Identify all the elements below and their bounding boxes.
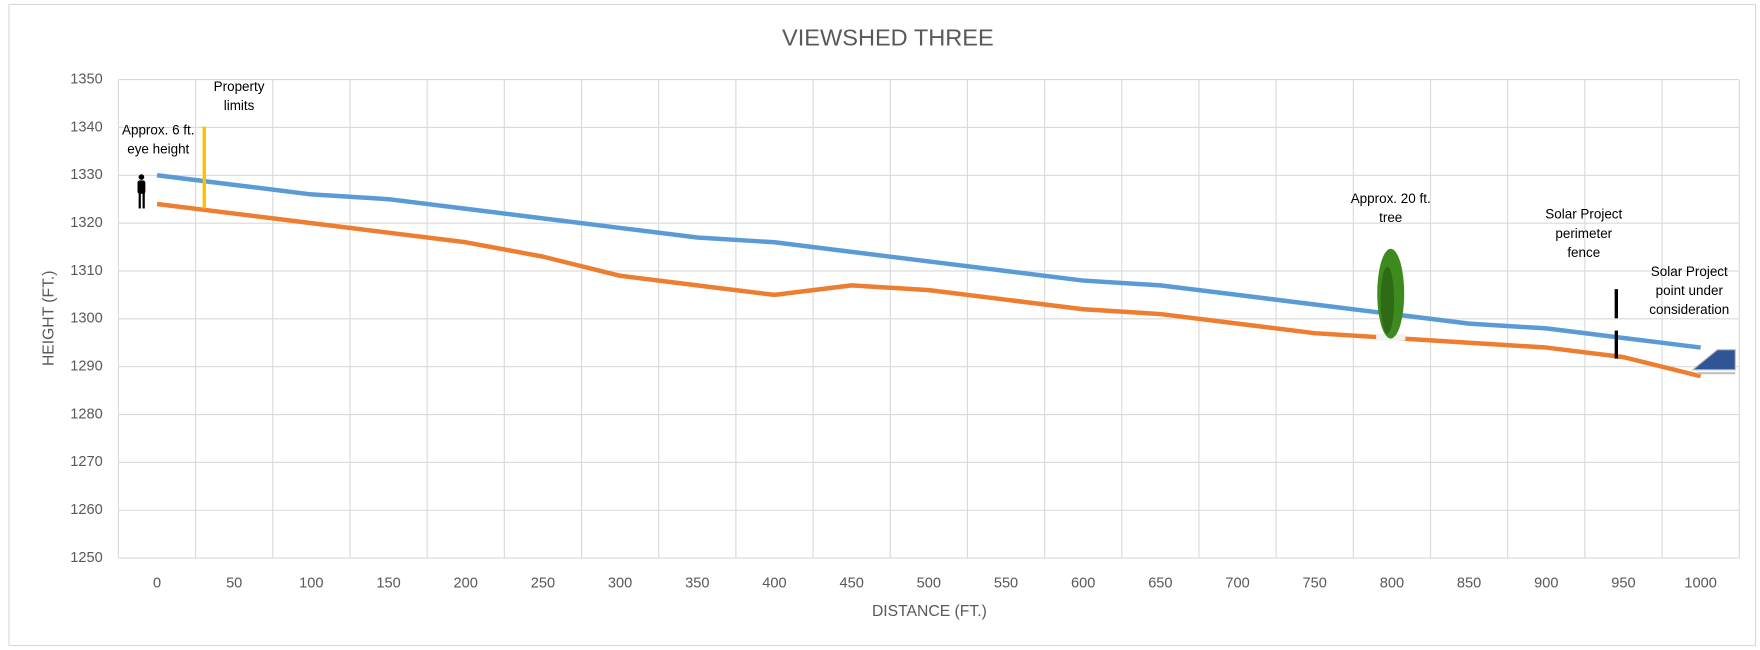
x-tick-label: 0: [153, 576, 161, 592]
y-tick-label: 1250: [70, 550, 102, 566]
annotation: tree: [1379, 210, 1402, 225]
x-tick-label: 150: [376, 576, 400, 592]
annotations: Property limits Approx. 6 ft. eye height App…: [122, 79, 1729, 317]
annotation: Approx. 20 ft.: [1351, 191, 1431, 206]
annotation: Solar Project: [1651, 264, 1728, 279]
chart-title: VIEWSHED THREE: [782, 24, 994, 50]
x-tick-label: 650: [1148, 576, 1172, 592]
grid: 1250 1260 1270 1280 1290 1300 1310 1320 1330 1340…: [70, 71, 1740, 592]
annotation: perimeter: [1555, 226, 1612, 241]
x-tick-label: 300: [608, 576, 632, 592]
y-tick-label: 1350: [70, 71, 102, 87]
y-tick-label: 1270: [70, 454, 102, 470]
x-tick-label: 800: [1380, 576, 1404, 592]
x-tick-label: 1000: [1684, 576, 1716, 592]
x-tick-label: 50: [226, 576, 242, 592]
x-tick-label: 700: [1225, 576, 1249, 592]
x-tick-label: 200: [454, 576, 478, 592]
y-tick-label: 1260: [70, 502, 102, 518]
y-tick-label: 1290: [70, 359, 102, 375]
annotation: point under: [1656, 283, 1724, 298]
x-tick-label: 850: [1457, 576, 1481, 592]
annotation: fence: [1567, 245, 1600, 260]
annotation: consideration: [1649, 302, 1729, 317]
x-tick-label: 350: [685, 576, 709, 592]
x-tick-label: 500: [917, 576, 941, 592]
x-tick-label: 400: [762, 576, 786, 592]
x-tick-label: 750: [1303, 576, 1327, 592]
x-tick-label: 900: [1534, 576, 1558, 592]
x-tick-label: 450: [839, 576, 863, 592]
person-icon: [137, 174, 146, 209]
solar-panel-icon: [1691, 349, 1736, 375]
annotation: Property: [214, 79, 265, 94]
tree-icon: [1376, 248, 1406, 341]
y-tick-label: 1340: [70, 119, 102, 135]
annotation: eye height: [127, 142, 189, 157]
y-tick-label: 1310: [70, 263, 102, 279]
series-line: [156, 173, 1701, 350]
x-tick-label: 250: [531, 576, 555, 592]
y-tick-label: 1300: [70, 311, 102, 327]
x-tick-label: 550: [994, 576, 1018, 592]
annotation: limits: [224, 98, 255, 113]
y-axis-label: HEIGHT (FT.): [41, 271, 58, 367]
x-axis-label: DISTANCE (FT.): [872, 603, 987, 620]
x-tick-label: 600: [1071, 576, 1095, 592]
y-tick-label: 1330: [70, 167, 102, 183]
series-line: [156, 201, 1702, 379]
x-tick-label: 950: [1611, 576, 1635, 592]
plot: [156, 173, 1702, 379]
y-tick-label: 1280: [70, 406, 102, 422]
y-tick-label: 1320: [70, 215, 102, 231]
x-tick-label: 100: [299, 576, 323, 592]
annotation: Approx. 6 ft.: [122, 123, 195, 138]
annotation: Solar Project: [1545, 207, 1622, 222]
